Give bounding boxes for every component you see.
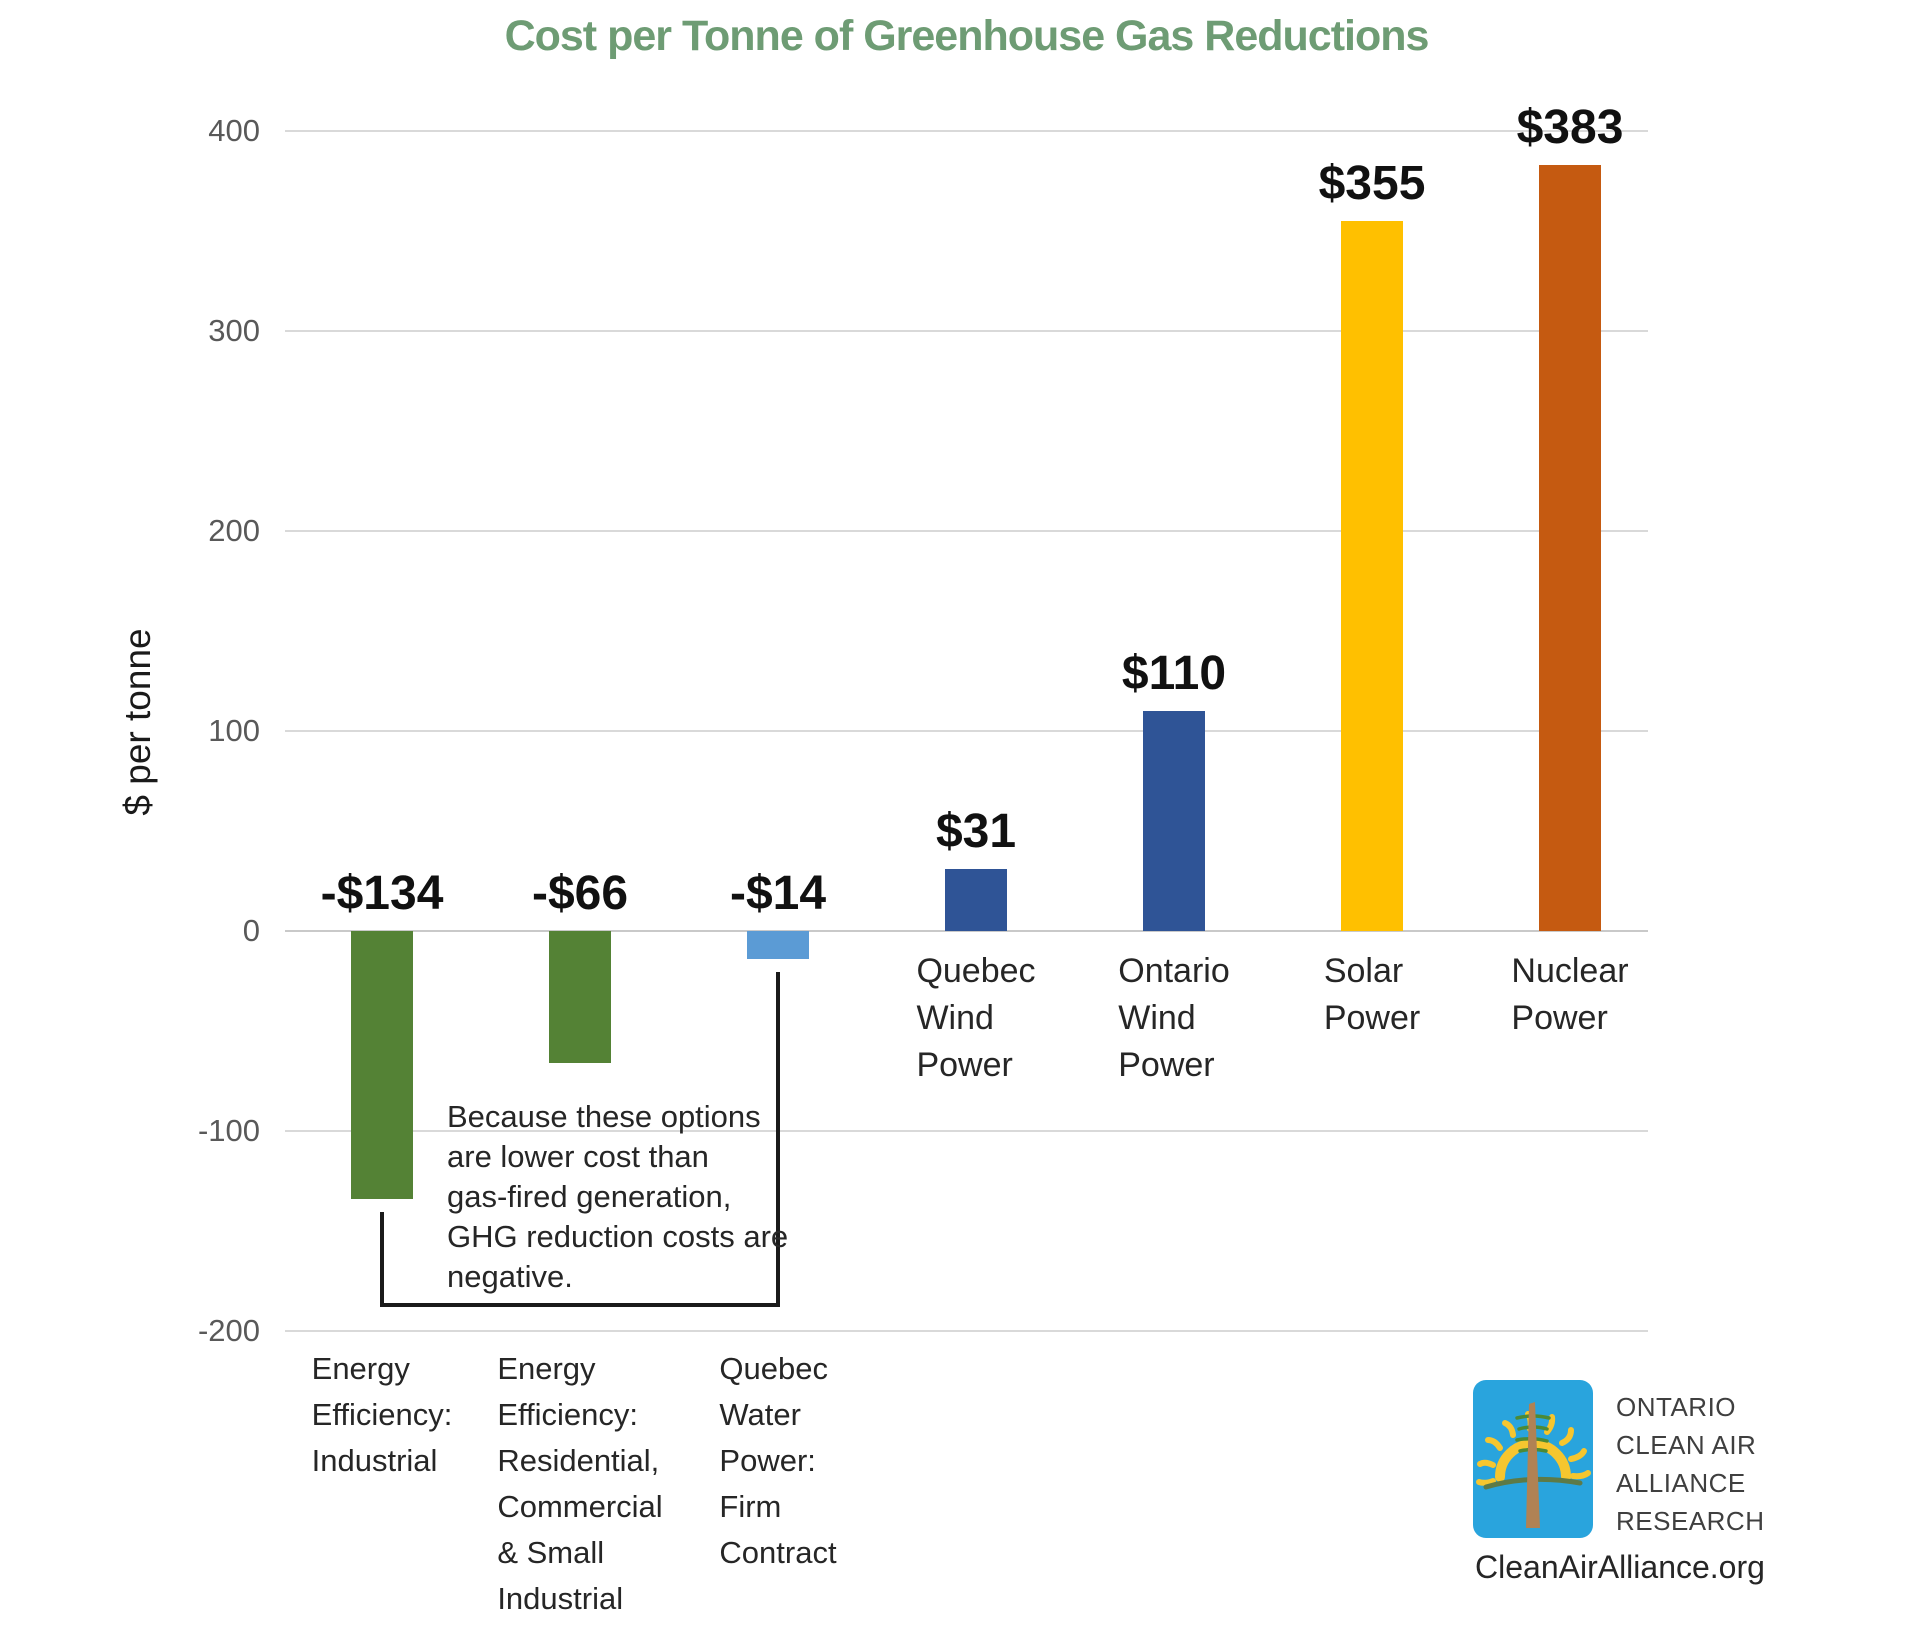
value-label-ee-industrial: -$134: [320, 867, 444, 920]
y-tick-label: 100: [208, 713, 260, 748]
y-tick-label: 400: [208, 113, 260, 148]
category-label-quebec-wind: Quebec Wind Power: [916, 952, 1036, 1084]
gridline: [285, 1130, 1648, 1132]
category-label-nuclear: Nuclear Power: [1511, 952, 1629, 1037]
bar-ee-residential: [549, 931, 611, 1063]
gridline: [285, 530, 1648, 532]
chart-title: Cost per Tonne of Greenhouse Gas Reducti…: [504, 12, 1430, 60]
gridline: [285, 1330, 1648, 1332]
annotation-text: Because these options are lower cost tha…: [447, 1099, 789, 1294]
gridline: [285, 130, 1648, 132]
value-label-ee-residential: -$66: [531, 867, 629, 920]
category-label-ee-industrial: Energy Efficiency: Industrial: [311, 1351, 453, 1478]
logo-org-name: ONTARIO CLEAN AIR ALLIANCE RESEARCH: [1616, 1392, 1765, 1536]
annotation-bracket-right-line: [776, 972, 780, 1307]
value-label-quebec-water: -$14: [729, 867, 827, 920]
annotation-bracket-bottom-line: [380, 1303, 780, 1307]
bar-solar: [1341, 221, 1403, 931]
bar-quebec-water: [747, 931, 809, 959]
y-tick-label: 300: [208, 313, 260, 348]
category-label-ee-residential: Energy Efficiency: Residential, Commerci…: [497, 1351, 663, 1616]
bar-quebec-wind: [945, 869, 1007, 931]
value-label-solar: $355: [1318, 157, 1426, 210]
zero-gridline: [285, 930, 1648, 932]
value-label-ontario-wind: $110: [1121, 647, 1227, 700]
bar-ee-industrial: [351, 931, 413, 1199]
y-tick-label: 0: [242, 913, 260, 948]
bar-ontario-wind: [1143, 711, 1205, 931]
value-label-nuclear: $383: [1516, 101, 1624, 154]
value-label-quebec-wind: $31: [935, 805, 1017, 858]
logo-website-url: CleanAirAlliance.org: [1475, 1549, 1765, 1585]
gridline: [285, 330, 1648, 332]
gridline: [285, 730, 1648, 732]
category-label-ontario-wind: Ontario Wind Power: [1118, 952, 1230, 1084]
y-tick-label: 200: [208, 513, 260, 548]
category-label-quebec-water: Quebec Water Power: Firm Contract: [719, 1351, 837, 1570]
annotation-bracket-left-line: [380, 1212, 384, 1307]
y-tick-label: -100: [197, 1113, 260, 1148]
category-label-solar: Solar Power: [1323, 952, 1421, 1037]
bar-nuclear: [1539, 165, 1601, 931]
y-tick-label: -200: [197, 1313, 260, 1348]
ocaa-sun-tree-logo-icon: [1473, 1380, 1593, 1538]
